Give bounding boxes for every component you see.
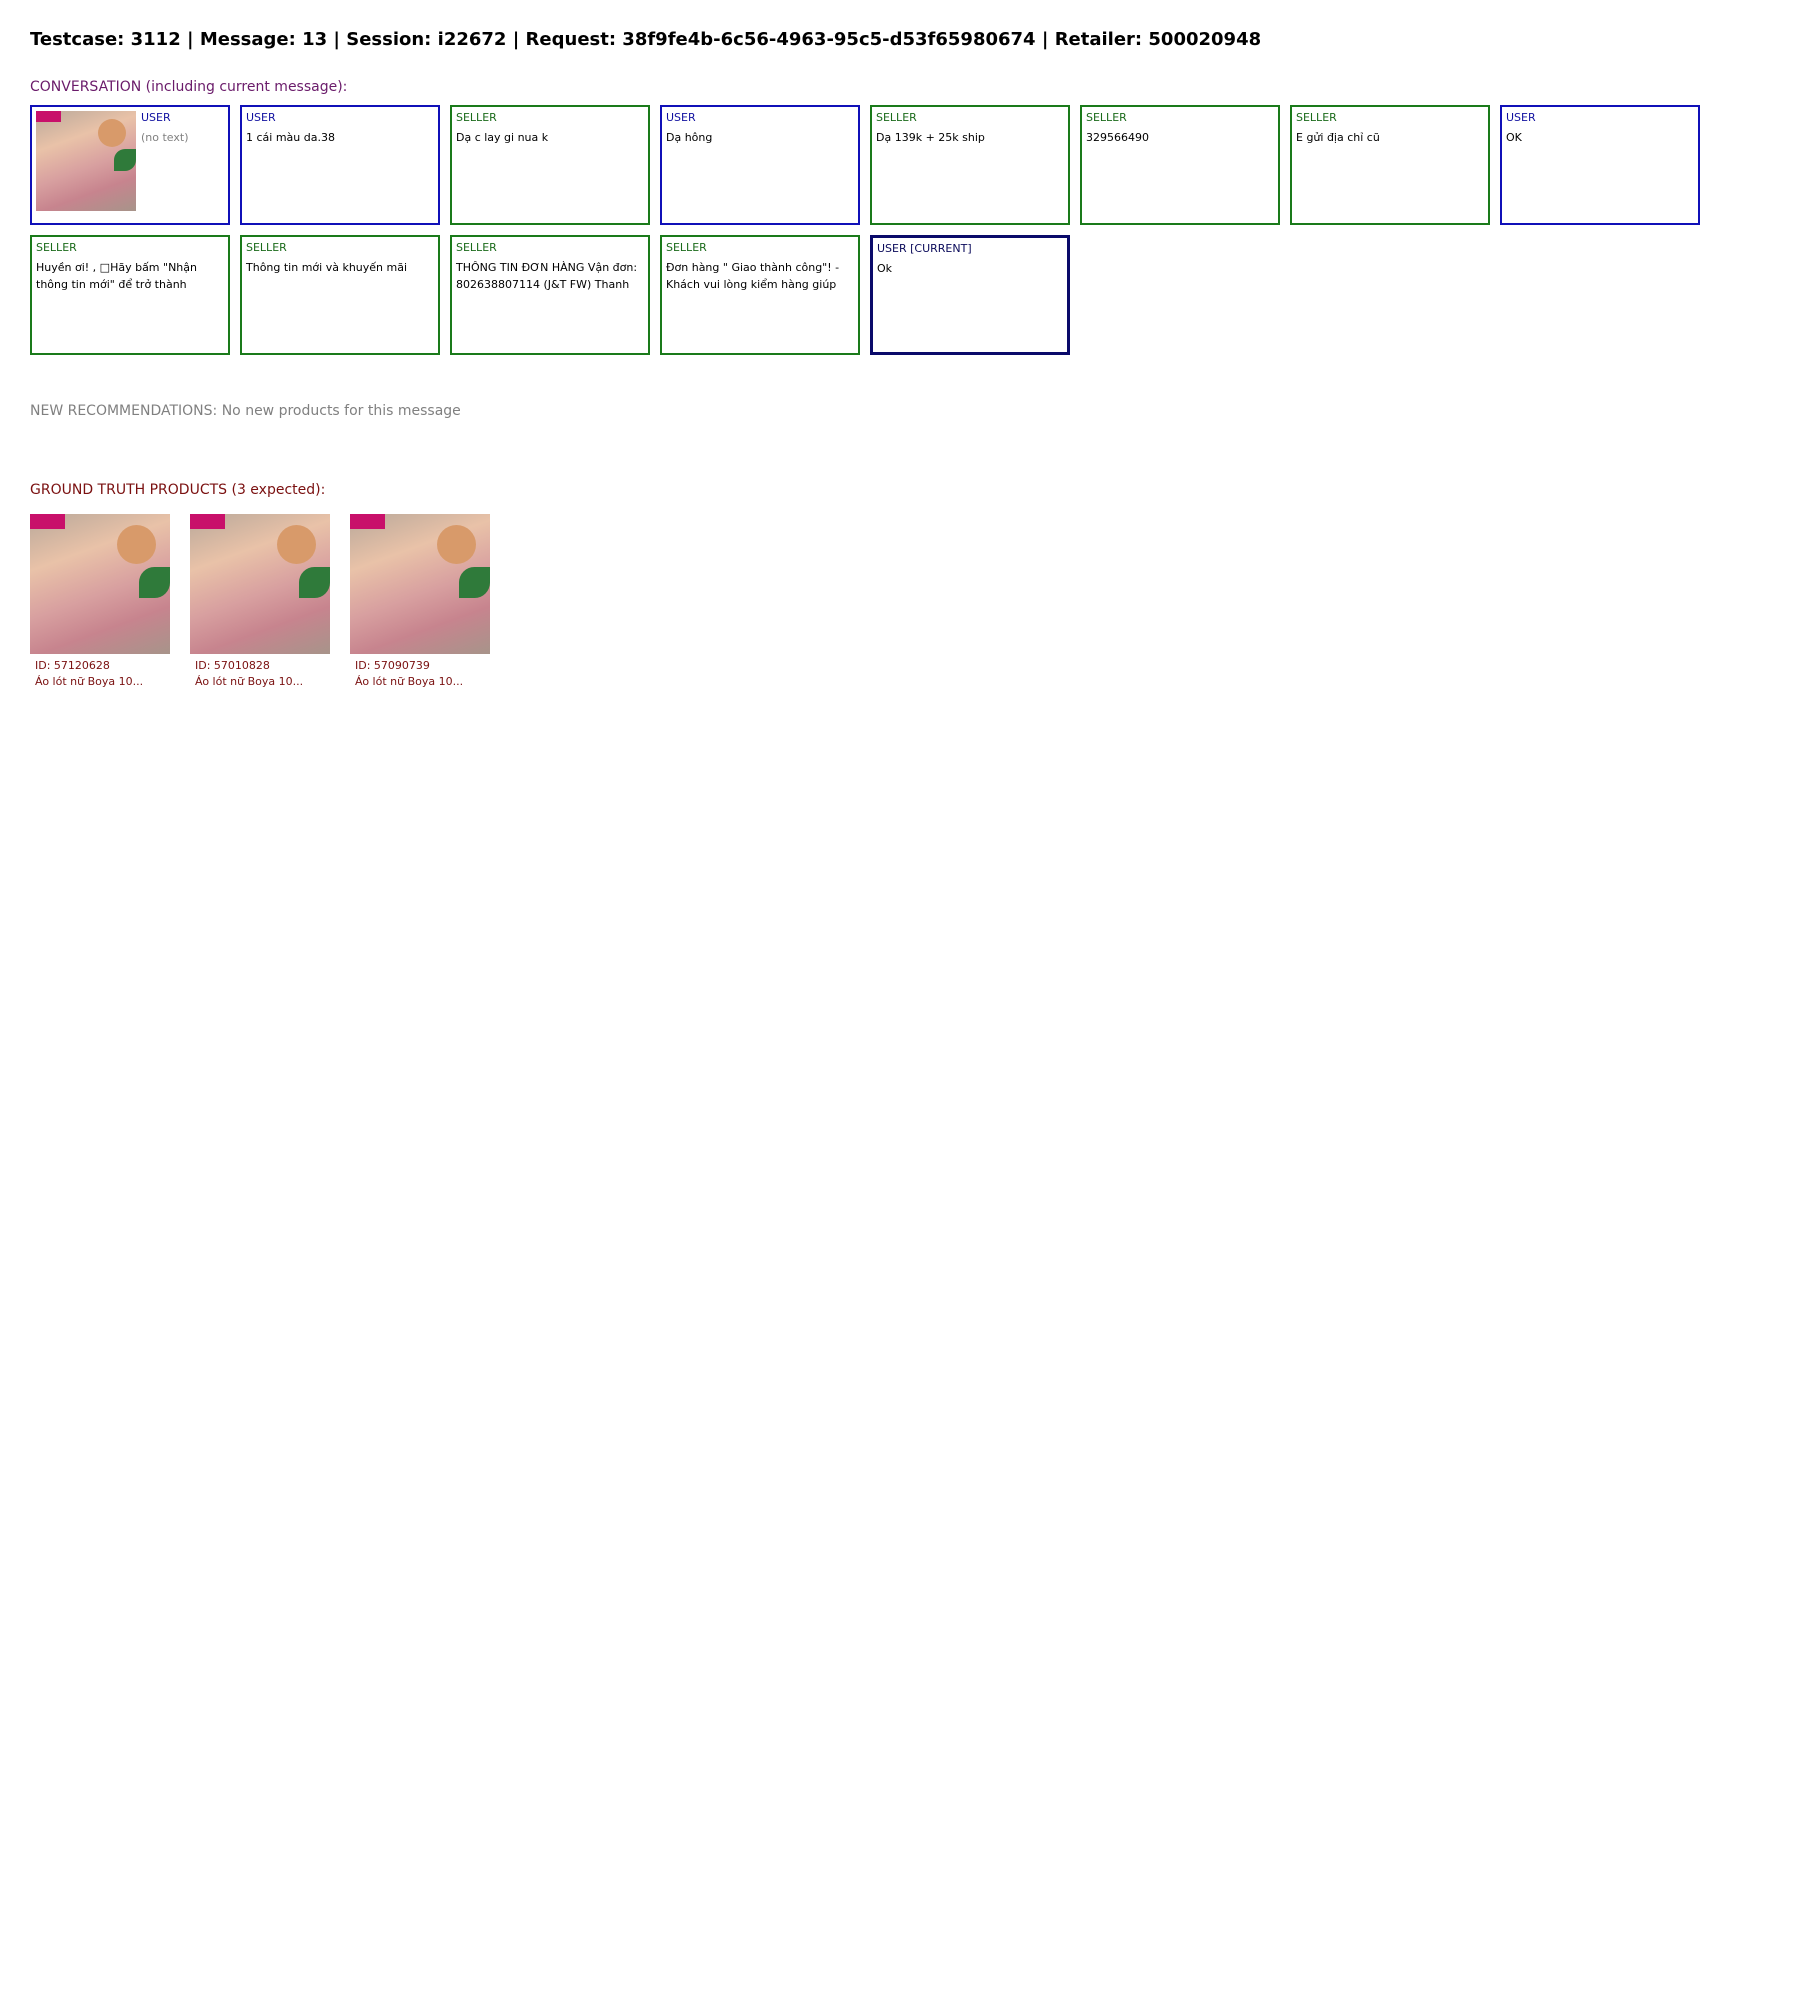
message-card: SELLER Dạ c lay gi nua k — [450, 105, 650, 225]
leaf — [139, 567, 170, 598]
wood-slice — [116, 525, 156, 565]
message-role: SELLER — [666, 241, 707, 254]
message-card: SELLER THÔNG TIN ĐƠN HÀNG Vận đơn: 802638… — [450, 235, 650, 355]
wood-slice — [436, 525, 476, 565]
message-card: USER Dạ hông — [660, 105, 860, 225]
price-tag — [350, 514, 385, 530]
product-name: Áo lót nữ Boya 10... — [355, 675, 464, 688]
message-card: SELLER Đơn hàng " Giao thành công"! - Khá… — [660, 235, 860, 355]
message-role: USER — [1506, 111, 1536, 124]
ground-truth-heading: GROUND TRUTH PRODUCTS (3 expected): — [30, 482, 326, 498]
message-card: USER (no text) — [30, 105, 230, 225]
message-card: USER [CURRENT] Ok — [870, 235, 1070, 355]
price-tag — [36, 111, 61, 122]
message-role: USER — [141, 111, 171, 124]
recommendations-heading: NEW RECOMMENDATIONS: No new products for… — [30, 403, 461, 419]
product-name: Áo lót nữ Boya 10... — [35, 675, 144, 688]
message-card: SELLER Dạ 139k + 25k ship — [870, 105, 1070, 225]
page-title: Testcase: 3112 | Message: 13 | Session: … — [30, 29, 1262, 50]
product-image — [30, 514, 170, 654]
message-text: Thông tin mới và khuyến mãi — [246, 261, 408, 274]
ground-truth-products: ID: 57120628 Áo lót nữ Boya 10... ID: 5701… — [30, 514, 490, 690]
message-text: Huyền ơi! , □Hãy bấm "Nhận thông tin mới… — [36, 261, 197, 291]
product-image — [190, 514, 330, 654]
message-role: USER — [666, 111, 696, 124]
conversation-grid: USER (no text) USER 1 cái màu da.38 SELLER Dạ… — [30, 105, 1730, 355]
message-role: USER [CURRENT] — [877, 242, 972, 255]
price-tag — [30, 514, 65, 530]
message-no-text: (no text) — [141, 131, 189, 144]
message-role: SELLER — [1086, 111, 1127, 124]
message-text: Dạ c lay gi nua k — [456, 131, 549, 144]
conversation-heading: CONVERSATION (including current message)… — [30, 79, 348, 95]
message-text: Dạ hông — [666, 131, 713, 144]
product-card: ID: 57010828 Áo lót nữ Boya 10... — [190, 514, 330, 690]
message-role: SELLER — [246, 241, 287, 254]
leaf — [459, 567, 490, 598]
message-text: Đơn hàng " Giao thành công"! - Khách vui… — [666, 261, 840, 291]
leaf — [299, 567, 330, 598]
message-card: SELLER E gửi địa chỉ cũ — [1290, 105, 1490, 225]
message-product-image — [36, 111, 136, 211]
wood-slice — [98, 119, 126, 147]
message-text: E gửi địa chỉ cũ — [1296, 131, 1380, 144]
message-card: USER 1 cái màu da.38 — [240, 105, 440, 225]
message-role: SELLER — [876, 111, 917, 124]
product-image — [350, 514, 490, 654]
product-name: Áo lót nữ Boya 10... — [195, 675, 304, 688]
leaf — [114, 149, 136, 171]
message-role: SELLER — [456, 241, 497, 254]
message-text: 1 cái màu da.38 — [246, 131, 335, 144]
message-card: SELLER Thông tin mới và khuyến mãi — [240, 235, 440, 355]
message-card: SELLER Huyền ơi! , □Hãy bấm "Nhận thông t… — [30, 235, 230, 355]
product-id: ID: 57090739 — [355, 659, 430, 672]
message-text: 329566490 — [1086, 131, 1149, 144]
message-role: USER — [246, 111, 276, 124]
message-role: SELLER — [36, 241, 77, 254]
product-card: ID: 57090739 Áo lót nữ Boya 10... — [350, 514, 490, 690]
message-role: SELLER — [456, 111, 497, 124]
message-text: THÔNG TIN ĐƠN HÀNG Vận đơn: 802638807114… — [456, 261, 638, 291]
message-card: USER OK — [1500, 105, 1700, 225]
product-card: ID: 57120628 Áo lót nữ Boya 10... — [30, 514, 170, 690]
message-text: Ok — [877, 262, 893, 275]
wood-slice — [276, 525, 316, 565]
message-text: Dạ 139k + 25k ship — [876, 131, 985, 144]
message-role: SELLER — [1296, 111, 1337, 124]
product-id: ID: 57010828 — [195, 659, 270, 672]
message-text: OK — [1506, 131, 1522, 144]
product-id: ID: 57120628 — [35, 659, 110, 672]
price-tag — [190, 514, 225, 530]
message-card: SELLER 329566490 — [1080, 105, 1280, 225]
